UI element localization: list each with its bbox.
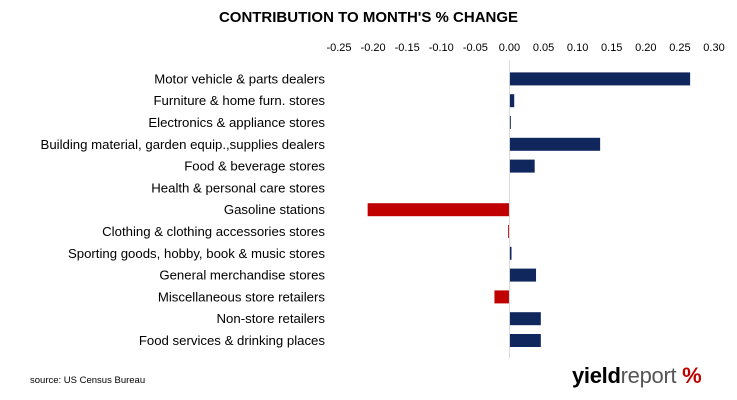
yieldreport-logo: yieldreport % — [572, 363, 702, 388]
category-label: Electronics & appliance stores — [148, 115, 325, 130]
bar — [509, 116, 511, 129]
bar — [509, 137, 601, 151]
bars — [367, 72, 691, 347]
source-note: source: US Census Bureau — [30, 375, 146, 386]
bar — [509, 334, 541, 347]
bar — [367, 203, 510, 217]
x-tick-label: 0.20 — [635, 42, 656, 54]
x-tick-label: 0.00 — [499, 42, 520, 54]
bar — [494, 290, 510, 304]
x-tick-labels: -0.25 -0.20 -0.15 -0.10 -0.05 0.00 0.05 0.10 0.1… — [326, 42, 724, 54]
bar — [509, 268, 537, 282]
category-label: Miscellaneous store retailers — [158, 289, 326, 304]
x-tick-label: 0.25 — [669, 42, 690, 54]
x-tick-label: -0.25 — [326, 42, 351, 54]
x-tick-label: -0.05 — [463, 42, 488, 54]
x-tick-label: 0.05 — [533, 42, 554, 54]
bar — [509, 312, 541, 326]
category-label: Food services & drinking places — [139, 333, 326, 348]
category-label: Food & beverage stores — [184, 159, 325, 174]
bar — [509, 94, 515, 108]
chart-title: CONTRIBUTION TO MONTH'S % CHANGE — [218, 9, 519, 26]
category-label: Furniture & home furn. stores — [153, 93, 325, 108]
category-label: Motor vehicle & parts dealers — [154, 71, 325, 86]
x-tick-label: 0.30 — [703, 42, 724, 54]
x-tick-label: -0.20 — [361, 42, 386, 54]
x-tick-label: 0.10 — [567, 42, 588, 54]
category-label: Non-store retailers — [217, 311, 326, 326]
category-label: Building material, garden equip.,supplie… — [41, 137, 326, 152]
category-label: Gasoline stations — [224, 202, 326, 217]
category-labels: Motor vehicle & parts dealers Furniture &… — [41, 71, 326, 348]
category-label: Clothing & clothing accessories stores — [102, 224, 325, 239]
x-tick-label: -0.10 — [429, 42, 454, 54]
bar — [509, 159, 535, 173]
category-label: General merchandise stores — [159, 268, 325, 283]
x-tick-label: 0.15 — [601, 42, 622, 54]
x-tick-label: -0.15 — [395, 42, 420, 54]
bar — [508, 225, 510, 238]
bar — [509, 246, 512, 260]
category-label: Health & personal care stores — [151, 180, 325, 195]
bar — [509, 72, 691, 86]
category-label: Sporting goods, hobby, book & music stor… — [68, 246, 325, 261]
